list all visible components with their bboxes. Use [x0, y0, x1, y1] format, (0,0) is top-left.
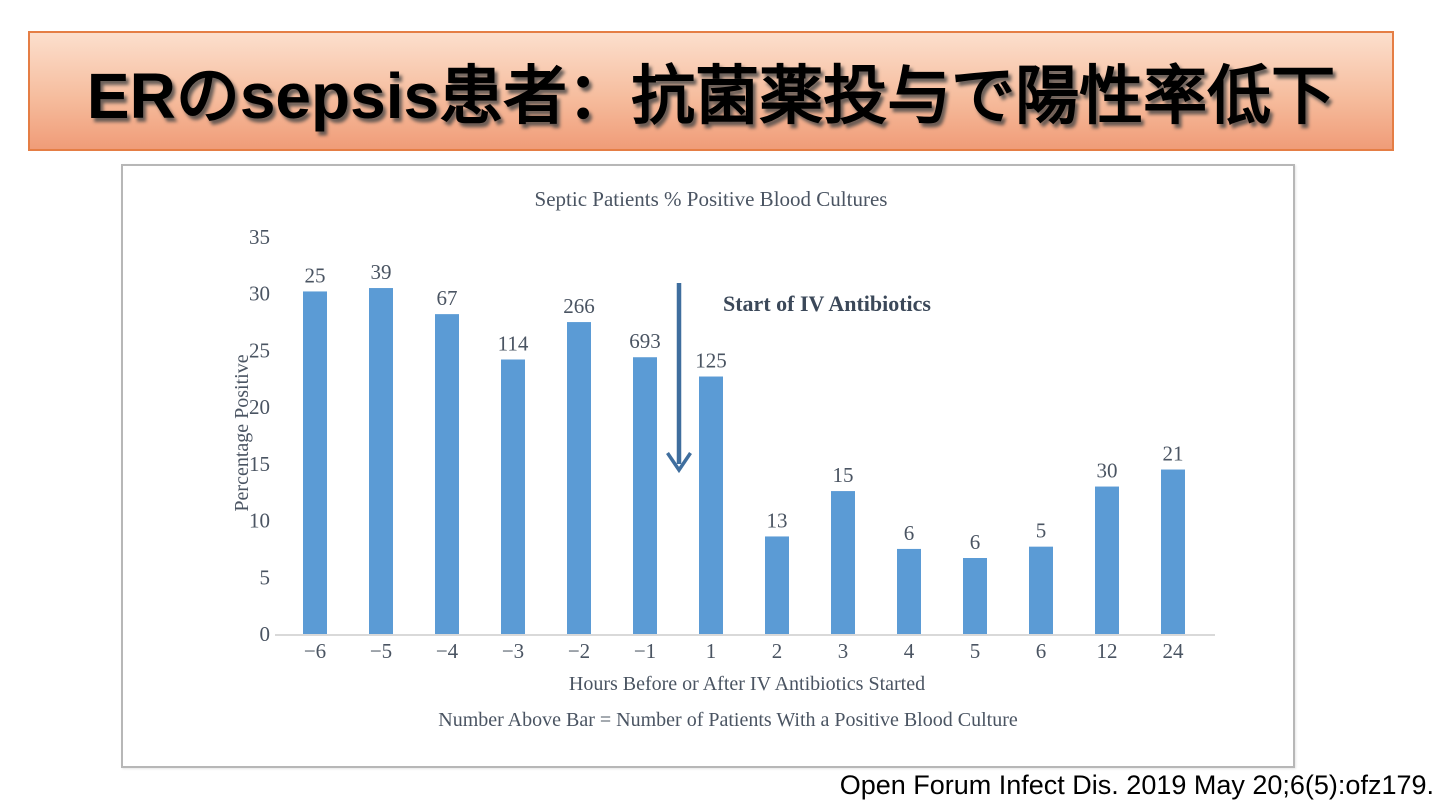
chart-title: Septic Patients % Positive Blood Culture… [535, 187, 888, 211]
bar [1095, 486, 1119, 634]
bar-value-label: 6 [904, 521, 915, 545]
x-tick-label: −2 [568, 639, 590, 663]
iv-start-arrow-head [666, 452, 692, 474]
bar [633, 357, 657, 634]
x-tick-label: 2 [772, 639, 783, 663]
bar [303, 291, 327, 634]
y-tick-label: 25 [249, 338, 270, 362]
x-tick-label: 4 [904, 639, 915, 663]
iv-start-annotation: Start of IV Antibiotics [723, 291, 931, 316]
y-tick-label: 30 [249, 282, 270, 306]
chart-footnote: Number Above Bar = Number of Patients Wi… [438, 709, 1018, 731]
bar-value-label: 67 [437, 286, 458, 310]
bar-value-label: 6 [970, 530, 981, 554]
bar-value-label: 266 [563, 294, 595, 318]
x-tick-label: −4 [436, 639, 459, 663]
y-tick-label: 20 [249, 395, 270, 419]
y-tick-label: 10 [249, 509, 270, 533]
bar-value-label: 5 [1036, 519, 1047, 543]
bar [1161, 469, 1185, 634]
bar-value-label: 114 [498, 332, 529, 356]
slide-title: ERのsepsis患者：抗菌薬投与で陽性率低下 [86, 60, 1336, 132]
x-axis-title: Hours Before or After IV Antibiotics Sta… [569, 673, 925, 695]
bar [897, 548, 921, 634]
y-tick-label: 35 [249, 225, 270, 249]
x-tick-label: −6 [304, 639, 326, 663]
chart-panel: Septic Patients % Positive Blood Culture… [121, 164, 1295, 768]
x-tick-label: 3 [838, 639, 849, 663]
x-tick-label: 24 [1163, 639, 1185, 663]
bar-value-label: 39 [371, 260, 392, 284]
bar [369, 288, 393, 634]
bar [435, 314, 459, 634]
x-tick-label: 1 [706, 639, 717, 663]
bar [765, 536, 789, 634]
x-tick-label: 6 [1036, 639, 1047, 663]
y-tick-label: 5 [260, 565, 271, 589]
bar [501, 359, 525, 634]
y-axis-label: Percentage Positive [231, 354, 253, 511]
slide-title-banner: ERのsepsis患者：抗菌薬投与で陽性率低下 [28, 31, 1394, 151]
x-tick-label: 5 [970, 639, 981, 663]
bar-value-label: 13 [767, 508, 788, 532]
bar [567, 322, 591, 634]
bar-value-label: 25 [305, 263, 326, 287]
x-tick-label: −1 [634, 639, 656, 663]
x-tick-label: −5 [370, 639, 392, 663]
bar-chart: Septic Patients % Positive Blood Culture… [231, 187, 1215, 731]
bar [1029, 546, 1053, 634]
citation: Open Forum Infect Dis. 2019 May 20;6(5):… [839, 770, 1434, 800]
bar [831, 491, 855, 634]
x-tick-label: 12 [1097, 639, 1118, 663]
bar [699, 376, 723, 634]
bar-value-label: 15 [833, 463, 854, 487]
bar-value-label: 693 [629, 329, 661, 353]
bar-value-label: 30 [1097, 459, 1118, 483]
y-tick-label: 0 [260, 622, 271, 646]
bar-value-label: 21 [1163, 442, 1184, 466]
bar-value-label: 125 [695, 349, 727, 373]
y-tick-label: 15 [249, 452, 270, 476]
x-tick-label: −3 [502, 639, 524, 663]
bar [963, 558, 987, 634]
